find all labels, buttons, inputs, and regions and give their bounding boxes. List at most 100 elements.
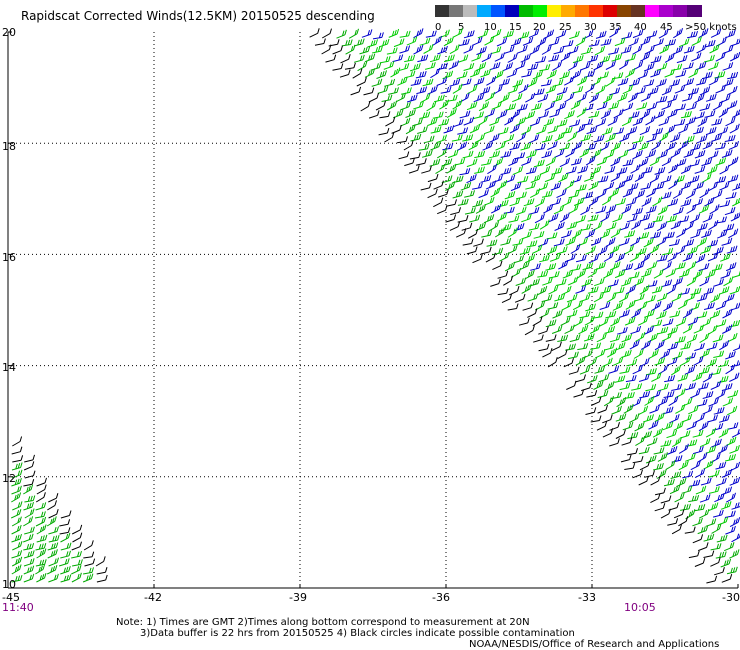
wind-barb [722, 397, 734, 407]
wind-barb [490, 46, 502, 55]
wind-barb [23, 461, 35, 471]
wind-barb [518, 31, 530, 40]
wind-barb [614, 269, 626, 279]
wind-barb [566, 309, 578, 318]
wind-barb [680, 164, 692, 174]
wind-barb [628, 92, 639, 103]
wind-barb [427, 117, 438, 127]
wind-barb [603, 396, 614, 407]
wind-barb [541, 44, 552, 55]
wind-barb [24, 495, 36, 503]
legend-swatch [575, 5, 590, 17]
legend-swatch [687, 5, 702, 17]
wind-barb [473, 111, 484, 120]
wind-barb [471, 52, 482, 62]
wind-barb [541, 134, 553, 143]
wind-barb [662, 247, 674, 256]
wind-barb [682, 252, 694, 262]
wind-barb [722, 78, 734, 87]
wind-barb [663, 390, 675, 398]
wind-barb [656, 468, 667, 479]
wind-barb [707, 252, 719, 262]
wind-barb [694, 93, 705, 104]
wind-barb [637, 405, 649, 416]
wind-barb [687, 246, 698, 255]
legend-swatch [603, 5, 618, 17]
wind-barb [48, 573, 59, 583]
wind-barb [662, 318, 674, 327]
wind-barb [413, 101, 424, 110]
wind-barb [554, 221, 565, 231]
wind-barb [708, 150, 719, 160]
wind-barb [572, 55, 584, 64]
wind-barb [23, 479, 35, 487]
wind-barb [596, 421, 608, 431]
wind-barb [500, 237, 512, 246]
wind-barb [699, 366, 710, 375]
wind-barb [586, 357, 598, 368]
wind-barb [576, 93, 587, 103]
legend-swatch [659, 5, 674, 17]
wind-barb [406, 36, 418, 46]
wind-barb [71, 524, 83, 535]
wind-barb [35, 564, 46, 575]
wind-barb [568, 190, 580, 199]
wind-barb [332, 45, 343, 55]
wind-barb [559, 157, 570, 168]
wind-barb [536, 285, 548, 296]
wind-barb [452, 99, 463, 110]
wind-barb [728, 228, 739, 239]
wind-barb [726, 405, 738, 416]
wind-barb [588, 254, 600, 264]
wind-barb [732, 109, 740, 118]
wind-barb [48, 509, 59, 519]
wind-barb [405, 109, 416, 118]
wind-barb [449, 44, 460, 55]
wind-barb [654, 412, 665, 423]
wind-barb [669, 413, 680, 424]
wind-barb [553, 205, 565, 215]
wind-barb [584, 315, 595, 326]
wind-barb [656, 78, 667, 88]
wind-barb [314, 38, 326, 46]
wind-barb [703, 54, 715, 63]
wind-barb [384, 78, 396, 87]
wind-barb [703, 302, 715, 310]
wind-barb [632, 29, 644, 39]
wind-barb [452, 190, 464, 199]
wind-barb [588, 180, 599, 191]
wind-barb [11, 564, 22, 575]
wind-barb [704, 197, 715, 207]
wind-barb [442, 70, 454, 80]
wind-barb [680, 503, 691, 511]
wind-barb [649, 404, 660, 414]
wind-barb [639, 284, 650, 295]
wind-barb [620, 454, 632, 463]
wind-barb [499, 78, 510, 86]
wind-barb [646, 187, 657, 198]
wind-barb [625, 53, 636, 62]
wind-barb [627, 431, 639, 440]
wind-barb [634, 261, 645, 271]
wind-barb [638, 446, 650, 455]
wind-barb [686, 276, 697, 287]
wind-barb [545, 334, 557, 342]
wind-barb [670, 220, 682, 230]
wind-barb [725, 436, 737, 446]
wind-barb [729, 517, 740, 528]
wind-barb [529, 45, 540, 55]
wind-barb [618, 237, 630, 247]
wind-barb [471, 182, 483, 190]
wind-barb [621, 31, 633, 40]
wind-barb [564, 75, 575, 86]
wind-barb [353, 38, 365, 47]
legend-swatch [673, 5, 688, 17]
wind-barb [492, 260, 503, 271]
wind-barb [700, 438, 711, 448]
wind-barb [433, 94, 445, 103]
wind-barb [707, 239, 719, 248]
wind-barb [646, 134, 657, 143]
wind-barb [392, 54, 404, 63]
wind-barb [603, 342, 615, 351]
wind-barb [629, 252, 640, 263]
